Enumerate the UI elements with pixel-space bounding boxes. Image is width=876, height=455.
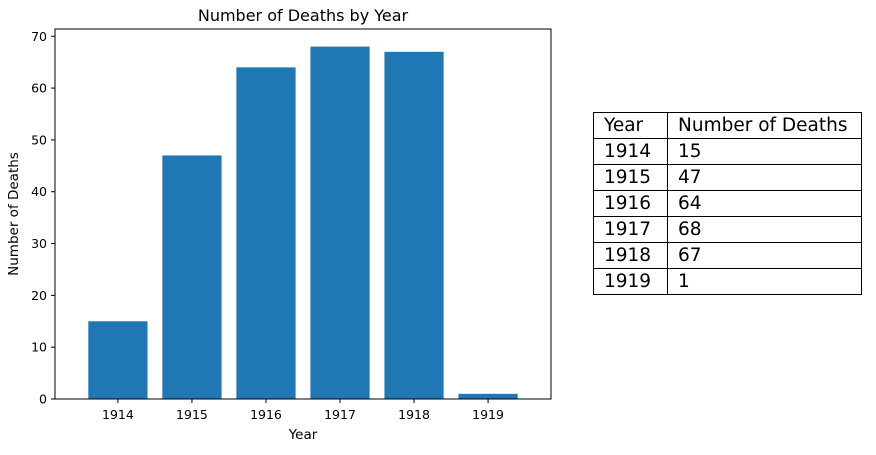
y-tick-label: 60: [31, 81, 47, 96]
x-tick-label: 1917: [324, 407, 356, 422]
x-tick-label: 1918: [398, 407, 430, 422]
table-cell: 68: [667, 216, 862, 243]
table-row: 1917 68: [593, 216, 862, 243]
bar-1917: [310, 46, 370, 400]
y-axis-label: Number of Deaths: [6, 152, 22, 276]
table-cell: 67: [667, 242, 862, 269]
table-row: 1916 64: [593, 190, 862, 217]
data-table: Year Number of Deaths 1914 15 1915 47 1916 64 19…: [593, 112, 862, 295]
bar-1916: [236, 67, 296, 399]
x-axis-label: Year: [288, 427, 318, 443]
x-tick-label: 1915: [176, 407, 208, 422]
x-tick-label: 1919: [472, 407, 504, 422]
x-axis-ticks: 1914 1915 1916 1917 1918 1919: [102, 399, 504, 422]
table-header-row: Year Number of Deaths: [593, 112, 862, 139]
y-tick-label: 40: [31, 184, 47, 199]
table-body: Year Number of Deaths 1914 15 1915 47 1916 64 19…: [593, 112, 862, 295]
table-cell: 1: [667, 268, 862, 295]
chart-title: Number of Deaths by Year: [198, 6, 409, 25]
table-row: 1918 67: [593, 242, 862, 269]
table-cell: 1914: [593, 138, 668, 165]
y-tick-label: 10: [31, 340, 47, 355]
table-row: 1914 15: [593, 138, 862, 165]
table-cell: 47: [667, 164, 862, 191]
bar-1919: [458, 393, 518, 399]
bar-1914: [88, 321, 148, 399]
y-tick-label: 20: [31, 288, 47, 303]
bar-1918: [384, 51, 444, 400]
table-cell: 1916: [593, 190, 668, 217]
table-cell: 1917: [593, 216, 668, 243]
table-cell: 15: [667, 138, 862, 165]
y-axis-ticks: 0 10 20 30 40 50 60 70: [31, 29, 55, 407]
bar-1915: [162, 155, 222, 399]
bars-layer: [88, 46, 518, 400]
table-row: 1919 1: [593, 268, 862, 295]
y-tick-label: 30: [31, 236, 47, 251]
table-header-cell: Number of Deaths: [667, 112, 862, 139]
table-cell: 1915: [593, 164, 668, 191]
y-tick-label: 0: [39, 392, 47, 407]
table-header-cell: Year: [593, 112, 668, 139]
table-cell: 64: [667, 190, 862, 217]
y-tick-label: 50: [31, 132, 47, 147]
table-cell: 1918: [593, 242, 668, 269]
table-row: 1915 47: [593, 164, 862, 191]
x-tick-label: 1916: [250, 407, 282, 422]
y-tick-label: 70: [31, 29, 47, 44]
plot-frame: [54, 28, 552, 400]
x-tick-label: 1914: [102, 407, 134, 422]
table-cell: 1919: [593, 268, 668, 295]
